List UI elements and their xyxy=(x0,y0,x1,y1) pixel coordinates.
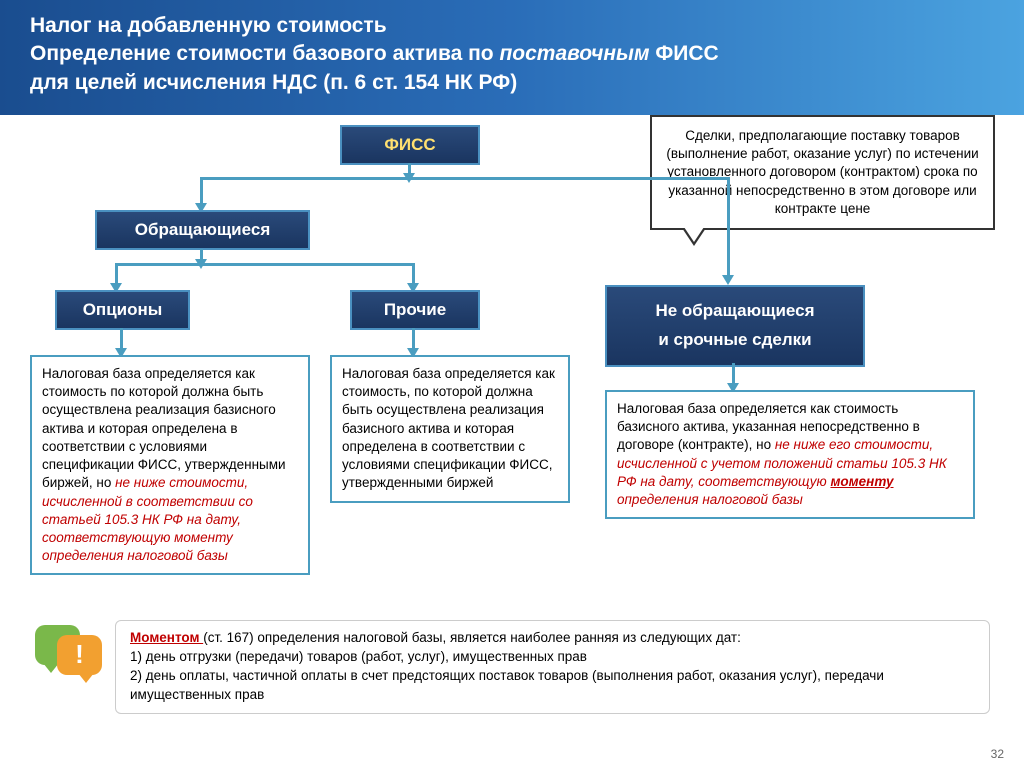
arrow xyxy=(412,263,415,285)
node-fiss: ФИСС xyxy=(340,125,480,165)
arrow xyxy=(120,328,123,350)
header-line3: для целей исчисления НДС (п. 6 ст. 154 Н… xyxy=(30,69,994,97)
node-other: Прочие xyxy=(350,290,480,330)
footer-text: Моментом (ст. 167) определения налоговой… xyxy=(115,620,990,714)
footer-note: ! Моментом (ст. 167) определения налогов… xyxy=(35,620,990,714)
page-number: 32 xyxy=(991,747,1004,761)
connector xyxy=(200,249,203,261)
connector xyxy=(115,263,415,266)
connector xyxy=(200,177,730,180)
arrow xyxy=(732,363,735,385)
bubble-orange: ! xyxy=(57,635,102,675)
diagram-area: ФИСС Сделки, предполагающие поставку тов… xyxy=(0,115,1024,735)
header-line1: Налог на добавленную стоимость xyxy=(30,12,994,40)
header-line2: Определение стоимости базового актива по… xyxy=(30,40,994,68)
node-trading: Обращающиеся xyxy=(95,210,310,250)
connector xyxy=(408,163,411,175)
node-nontrading: Не обращающиеся и срочные сделки xyxy=(605,285,865,367)
textbox-nontrading: Налоговая база определяется как стоимост… xyxy=(605,390,975,519)
slide-header: Налог на добавленную стоимость Определен… xyxy=(0,0,1024,115)
chat-icon: ! xyxy=(35,620,105,680)
callout-deals: Сделки, предполагающие поставку товаров … xyxy=(650,115,995,230)
node-options: Опционы xyxy=(55,290,190,330)
textbox-options: Налоговая база определяется как стоимост… xyxy=(30,355,310,575)
arrow xyxy=(727,177,730,277)
arrow xyxy=(115,263,118,285)
textbox-other: Налоговая база определяется как стоимост… xyxy=(330,355,570,503)
arrow xyxy=(412,328,415,350)
arrow xyxy=(200,177,203,205)
